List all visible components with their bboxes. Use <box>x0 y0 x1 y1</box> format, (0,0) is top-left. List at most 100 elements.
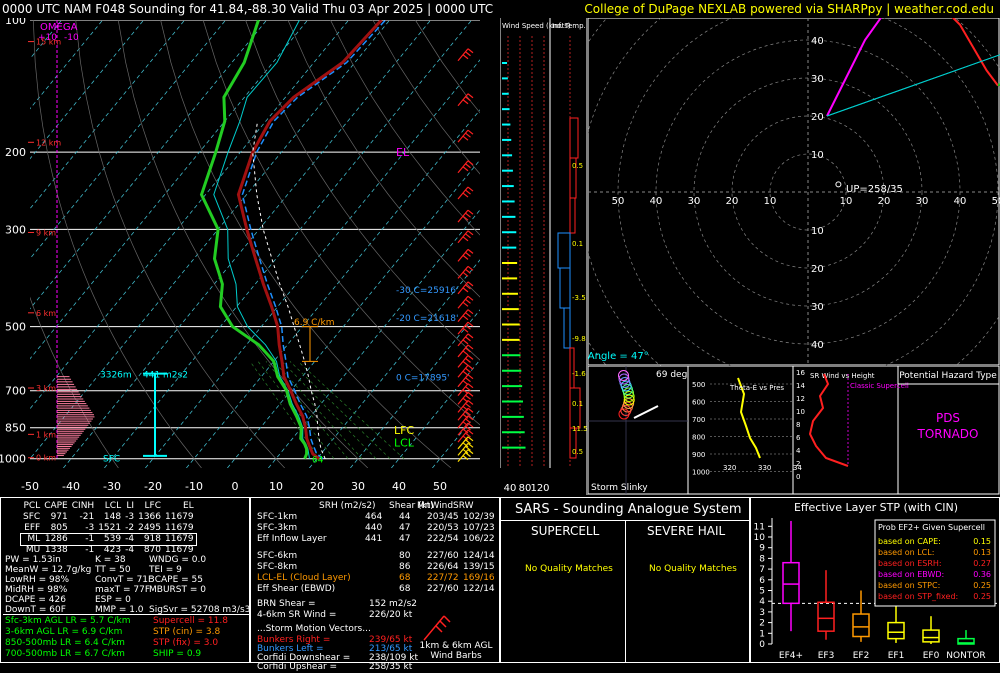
srwind-trace <box>808 373 849 467</box>
moist-adiabat <box>273 361 363 459</box>
stp-ytick: 3 <box>759 608 765 618</box>
slinky-ring <box>617 370 629 381</box>
slinky-ring <box>619 377 631 388</box>
parcel-row: ML 1286 -1 539 -4 918 11679 <box>20 533 197 546</box>
wind-barb-flag <box>462 360 469 366</box>
stp-category: EF2 <box>853 651 870 661</box>
wind-speed-tick: 40 <box>504 483 517 494</box>
prob-value: 0.36 <box>973 570 991 579</box>
wind-barb-flag <box>465 425 471 431</box>
wind-barb-flag <box>465 96 471 102</box>
skewt-labels: 100 200 300 500 700 850 1000 -50 -40 -30 -20 -10 0 10… <box>0 18 474 493</box>
hazard-title: Potential Hazard Type <box>899 371 997 381</box>
wind-barb-flag <box>467 407 474 413</box>
parcel-header: LI <box>126 501 135 511</box>
temperature-trace <box>236 20 383 460</box>
hodo-ytick-neg: 20 <box>811 264 824 275</box>
hodograph-chart: 1010202030304040505060607070101020203030… <box>588 18 1000 366</box>
wind-barb-flag <box>465 132 471 138</box>
omega-tick: -10 <box>64 33 79 43</box>
storm-vector-label: Corfidi Upshear = <box>257 662 338 672</box>
wind-barb-flag <box>467 295 474 301</box>
wind-barb-flag <box>465 410 471 416</box>
dry-adiabat <box>75 20 285 468</box>
isotherm <box>104 20 473 468</box>
kinematics-cell: 47 <box>399 534 411 544</box>
composite-index: SHIP = 0.9 <box>153 649 202 659</box>
kinematics-cell: 441 <box>365 534 383 544</box>
dry-adiabat <box>330 20 480 236</box>
hodo-xtick-neg: 10 <box>764 196 777 207</box>
pressure-tick-700: 700 <box>5 385 26 398</box>
isotherm <box>30 20 145 160</box>
wind-barb-flag <box>465 418 471 424</box>
stp-box <box>782 561 800 605</box>
wind-barb-flag <box>467 209 474 215</box>
parcel-cell: ML <box>27 534 41 544</box>
adv-bar <box>569 427 577 459</box>
index-value: ConvT = 71F <box>95 575 154 585</box>
pressure-tick-200: 200 <box>5 146 26 159</box>
kinematics-row: LCL-EL (Cloud Layer) 68 227/72 169/16 <box>253 573 499 584</box>
thermo-panel: PCL CAPE CINH LCL LI LFC EL SFC 971 -21 148 -3 1366… <box>0 497 250 663</box>
dry-adiabat <box>245 20 480 361</box>
isotherm <box>30 20 104 110</box>
hodo-ytick: 30 <box>811 74 824 85</box>
parcel-cell: -1 <box>85 545 95 555</box>
parcel-cell: -3 <box>85 523 95 533</box>
temp-tick: -10 <box>185 480 203 493</box>
height-label: 12 km <box>36 138 61 147</box>
kinematics-row: SFC-3km 440 47 220/53 107/23 <box>253 523 499 534</box>
dewpoint-trace <box>199 20 309 460</box>
thetae-ytick: 500 <box>692 381 705 389</box>
pressure-tick-300: 300 <box>5 223 26 236</box>
prob-label: based on CAPE: <box>878 537 941 546</box>
header-bar: 0000 UTC NAM F048 Sounding for 41.84,-88… <box>0 0 1000 18</box>
storm-vector-row: Corfidi Upshear = 258/35 kt <box>257 662 412 672</box>
index-value: MBURST = 0 <box>149 585 206 595</box>
skewt-annotation: 6.9 C/km <box>294 318 334 328</box>
wind-barb-flag <box>462 192 469 198</box>
stp-box <box>922 629 940 643</box>
wind-barb-flag <box>465 163 471 169</box>
pressure-tick-100: 100 <box>5 18 26 27</box>
adv-label: -3.5 <box>572 294 586 302</box>
kinematics-cell: 440 <box>365 523 383 533</box>
kinematics-cell: 220/53 <box>427 523 459 533</box>
lapse-rate: 3-6km AGL LR = 6.9 C/km <box>5 627 123 637</box>
stp-category: EF1 <box>888 651 905 661</box>
index-value: 3CAPE = 55 <box>149 575 203 585</box>
parcel-header: CINH <box>71 501 95 511</box>
prob-label: based on STP_fixed: <box>878 592 958 601</box>
index-value: TEI = 9 <box>149 565 182 575</box>
stp-ytick: 7 <box>759 565 765 575</box>
brn-shear-value: 152 m2/s2 <box>369 599 417 609</box>
parcel-header: CAPE <box>44 501 68 511</box>
parcel-cell: 11679 <box>165 523 194 533</box>
parcel-cell: 148 <box>103 512 122 522</box>
slinky-angle: 69 deg <box>656 370 687 380</box>
kinematics-cell: 139/15 <box>463 562 495 572</box>
slinky-title: Storm Slinky <box>591 483 648 493</box>
parcel-cell: 539 <box>103 534 122 544</box>
stp-title: Effective Layer STP (with CIN) <box>794 501 958 514</box>
wind-barb-flag <box>465 452 471 458</box>
index-value: MeanW = 12.7g/kg <box>5 565 92 575</box>
kinematics-cell: 169/16 <box>463 573 495 583</box>
kinematics-cell: 226/64 <box>427 562 459 572</box>
height-label: 3 km <box>36 384 56 393</box>
storm-vector-row: Corfidi Downshear = 238/109 kt <box>257 653 418 663</box>
wind-barb-flag <box>467 333 474 339</box>
index-value: maxT = 77F <box>95 585 150 595</box>
index-value: K = 38 <box>95 555 126 565</box>
wind-barb-flag <box>467 265 474 271</box>
upshear-marker <box>835 181 842 188</box>
wind-speed-profile: Wind Speed (knots) 40 80 120 <box>500 18 571 494</box>
prob-value: 0.25 <box>973 581 991 590</box>
srwind-ytick: 14 <box>796 382 805 390</box>
kinematics-cell: SFC-8km <box>257 562 298 572</box>
wind-barb-flag <box>462 135 469 141</box>
storm-vector-row: Bunkers Right = 239/65 kt <box>257 635 412 645</box>
storm-vector-row: Bunkers Left = 213/65 kt <box>257 644 412 654</box>
